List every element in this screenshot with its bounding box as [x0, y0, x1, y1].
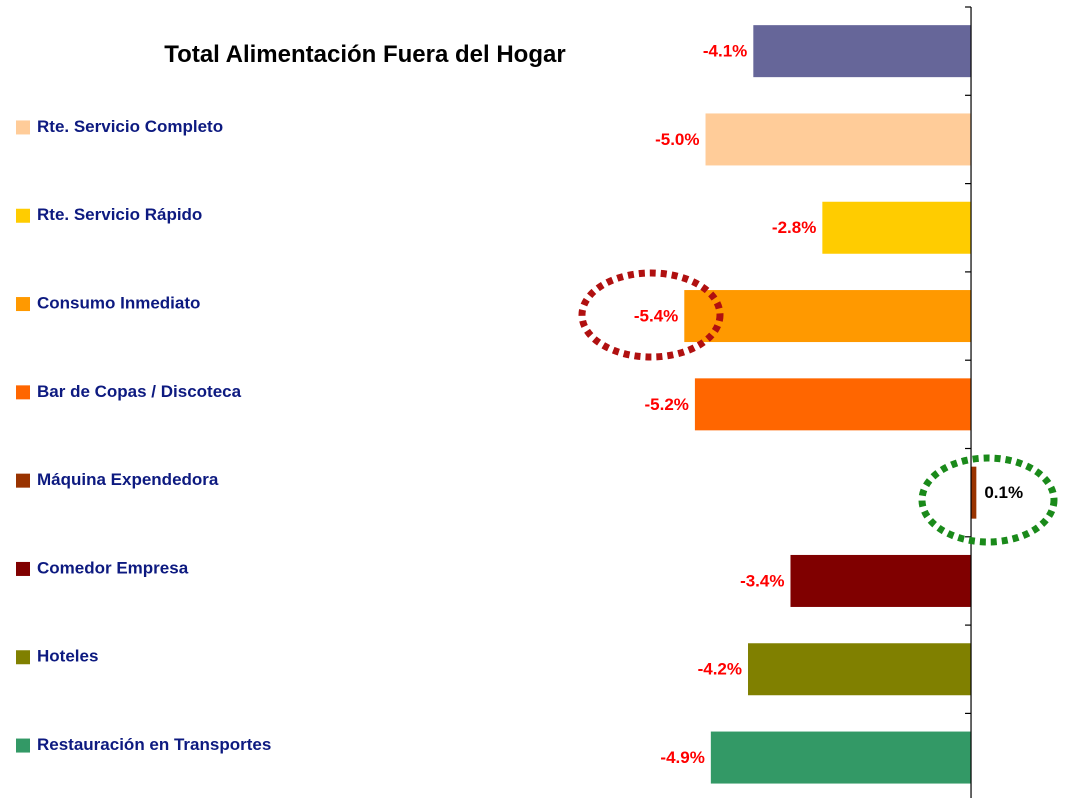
value-label: -3.4% [740, 571, 784, 590]
category-label: Restauración en Transportes [37, 735, 271, 754]
bar [748, 643, 972, 696]
category-label: Consumo Inmediato [37, 294, 200, 313]
bar [971, 466, 977, 519]
value-label: -4.1% [703, 42, 747, 61]
legend-swatch [16, 650, 30, 665]
total-label: Total Alimentación Fuera del Hogar [164, 41, 566, 68]
value-label: -4.2% [698, 660, 742, 679]
value-label: 0.1% [984, 483, 1023, 502]
bar [790, 554, 972, 607]
category-label: Rte. Servicio Completo [37, 117, 223, 136]
legend-swatch [16, 561, 30, 576]
category-label: Comedor Empresa [37, 558, 189, 577]
legend-swatch [16, 208, 30, 223]
value-label: -5.2% [644, 395, 688, 414]
category-label: Rte. Servicio Rápido [37, 205, 202, 224]
bar [684, 290, 972, 343]
value-label: -5.0% [655, 130, 699, 149]
bar [694, 378, 972, 431]
bar [705, 113, 972, 166]
highlight-ellipse [578, 269, 724, 361]
bar [822, 201, 972, 254]
bar [753, 25, 972, 78]
legend-swatch [16, 385, 30, 400]
bar [710, 731, 972, 784]
legend-swatch [16, 297, 30, 312]
category-label: Hoteles [37, 647, 98, 666]
value-label: -4.9% [660, 748, 704, 767]
value-label: -2.8% [772, 218, 816, 237]
category-label: Bar de Copas / Discoteca [37, 382, 242, 401]
category-label: Máquina Expendedora [37, 470, 219, 489]
legend-swatch [16, 473, 30, 488]
legend-swatch [16, 738, 30, 753]
legend-swatch [16, 120, 30, 135]
highlight-ellipse [918, 454, 1058, 546]
value-label: -5.4% [634, 307, 678, 326]
